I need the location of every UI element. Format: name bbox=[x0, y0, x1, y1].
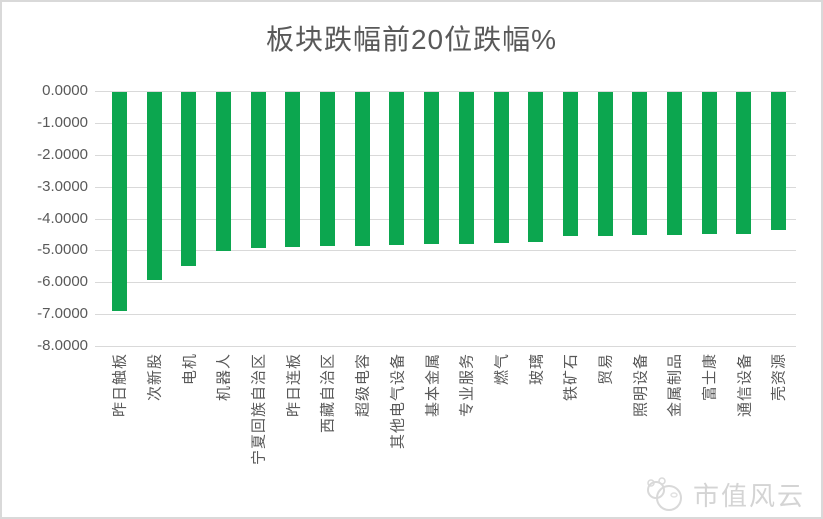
x-axis-category: 铁矿石 bbox=[553, 353, 588, 501]
x-axis-category: 昨日连板 bbox=[275, 353, 310, 501]
bar-通信设备 bbox=[736, 92, 752, 234]
x-axis-category-label: 燃气 bbox=[493, 353, 511, 386]
x-axis-category-label: 照明设备 bbox=[632, 353, 650, 418]
bar-金属制品 bbox=[667, 92, 683, 236]
bar-燃气 bbox=[493, 92, 509, 244]
y-axis-tick-label: -3.0000 bbox=[37, 177, 88, 195]
x-axis-category-label: 贸易 bbox=[597, 353, 615, 386]
x-axis-category: 燃气 bbox=[484, 353, 519, 501]
x-axis-category-label: 次新股 bbox=[146, 353, 164, 402]
x-axis-category: 玻璃 bbox=[518, 353, 553, 501]
bar-次新股 bbox=[146, 92, 162, 281]
x-axis-category-label: 通信设备 bbox=[736, 353, 754, 418]
x-axis-category: 宁夏回族自治区 bbox=[241, 353, 276, 501]
x-axis-category-label: 富士康 bbox=[701, 353, 719, 402]
x-axis-category: 基本金属 bbox=[414, 353, 449, 501]
y-axis-tick-label: -2.0000 bbox=[37, 145, 88, 163]
gridline bbox=[95, 346, 796, 347]
x-axis-category-label: 铁矿石 bbox=[562, 353, 580, 402]
plot-area bbox=[95, 91, 796, 347]
x-axis-category-label: 宁夏回族自治区 bbox=[250, 353, 268, 466]
x-axis-category: 机器人 bbox=[206, 353, 241, 501]
bar-照明设备 bbox=[632, 92, 648, 236]
y-axis-tick-label: -7.0000 bbox=[37, 305, 88, 323]
x-axis-category: 贸易 bbox=[588, 353, 623, 501]
y-axis-tick-label: -8.0000 bbox=[37, 337, 88, 354]
bar-西藏自治区 bbox=[320, 92, 336, 247]
bar-贸易 bbox=[597, 92, 613, 236]
gridline bbox=[95, 186, 796, 188]
x-axis-category-label: 其他电气设备 bbox=[389, 353, 407, 450]
x-axis-category-label: 昨日连板 bbox=[285, 353, 303, 418]
watermark-text: 市值风云 bbox=[692, 481, 805, 511]
x-axis-category-label: 昨日触板 bbox=[111, 353, 129, 418]
x-axis-category: 西藏自治区 bbox=[310, 353, 345, 501]
bar-超级电容 bbox=[354, 92, 370, 246]
x-axis-category: 超级电容 bbox=[345, 353, 380, 501]
x-axis-category-label: 玻璃 bbox=[528, 353, 546, 386]
bar-玻璃 bbox=[528, 92, 544, 243]
y-axis-tick-label: -5.0000 bbox=[37, 241, 88, 259]
x-axis-category: 电机 bbox=[171, 353, 206, 501]
bar-昨日触板 bbox=[111, 92, 127, 311]
x-axis-category-label: 机器人 bbox=[215, 353, 233, 402]
gridline bbox=[95, 282, 796, 284]
x-axis-category-label: 超级电容 bbox=[354, 353, 372, 418]
watermark: 市值风云 bbox=[644, 476, 805, 513]
bar-其他电气设备 bbox=[389, 92, 405, 246]
gridline bbox=[95, 154, 796, 156]
y-axis-tick-label: -1.0000 bbox=[37, 113, 88, 131]
chart-title: 板块跌幅前20位跌幅% bbox=[265, 24, 558, 55]
y-axis-tick-label: -4.0000 bbox=[37, 209, 88, 227]
x-axis-category: 昨日触板 bbox=[102, 353, 137, 501]
bar-基本金属 bbox=[424, 92, 440, 245]
bar-铁矿石 bbox=[562, 92, 578, 237]
x-axis-category-label: 金属制品 bbox=[666, 353, 684, 418]
watermark-logo-icon bbox=[646, 476, 682, 511]
x-axis-category-label: 电机 bbox=[181, 353, 199, 386]
bar-电机 bbox=[181, 92, 197, 267]
bar-宁夏回族自治区 bbox=[250, 92, 266, 248]
y-axis-tick-label: -6.0000 bbox=[37, 273, 88, 291]
x-axis-category-label: 基本金属 bbox=[424, 353, 442, 418]
y-axis-tick-label: 0.0000 bbox=[42, 82, 88, 99]
x-axis-category-label: 西藏自治区 bbox=[319, 353, 337, 434]
gridline bbox=[95, 250, 796, 252]
bar-壳资源 bbox=[771, 92, 787, 231]
gridline bbox=[95, 122, 796, 124]
x-axis-category: 专业服务 bbox=[449, 353, 484, 501]
gridline bbox=[95, 314, 796, 316]
x-axis-category-label: 壳资源 bbox=[770, 353, 788, 402]
bar-专业服务 bbox=[458, 92, 474, 244]
x-axis-category: 次新股 bbox=[137, 353, 172, 501]
gridline bbox=[95, 218, 796, 220]
bar-昨日连板 bbox=[285, 92, 301, 248]
bar-机器人 bbox=[215, 92, 231, 252]
gridline bbox=[95, 91, 796, 92]
x-axis-category: 其他电气设备 bbox=[380, 353, 415, 501]
bar-富士康 bbox=[701, 92, 717, 235]
x-axis-category-label: 专业服务 bbox=[458, 353, 476, 418]
